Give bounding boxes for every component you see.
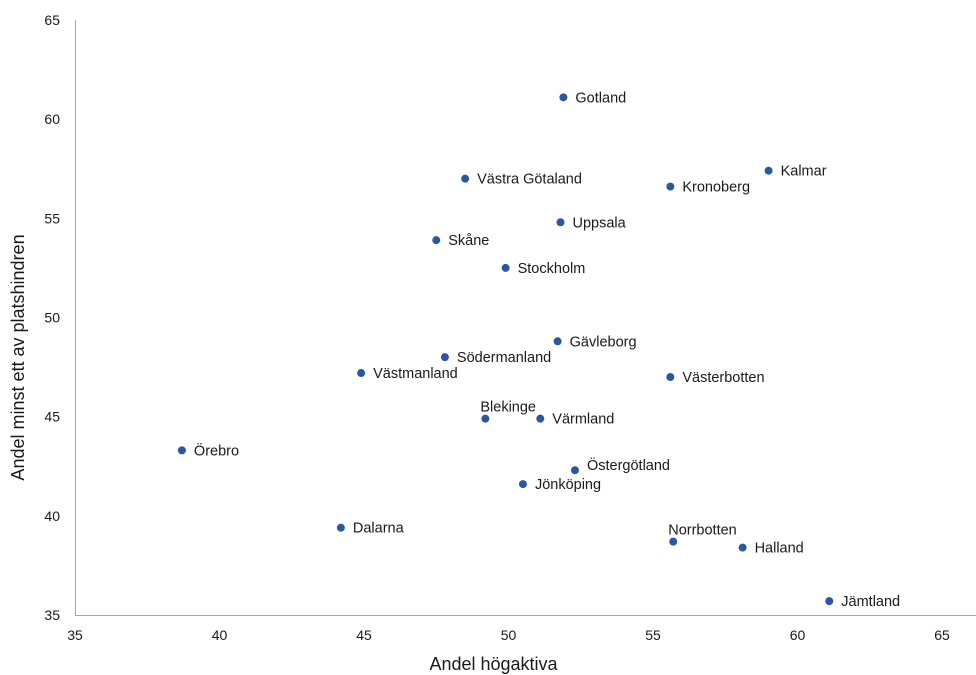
data-point-label: Västra Götaland [477, 172, 582, 188]
axes [75, 20, 976, 616]
data-point-label: Västerbotten [682, 370, 764, 386]
y-tick-label: 55 [44, 210, 60, 226]
data-point [481, 414, 490, 423]
data-point-label: Jämtland [841, 594, 900, 610]
data-point-label: Dalarna [353, 521, 405, 537]
data-point [559, 93, 568, 102]
data-point-label: Skåne [448, 233, 489, 249]
x-tick-label: 35 [67, 627, 83, 643]
x-tick-labels: 35 40 45 50 55 60 65 [67, 627, 950, 643]
data-point-label: Halland [755, 541, 804, 557]
y-tick-label: 65 [44, 12, 60, 28]
data-point [570, 466, 579, 475]
data-point-labels: Gotland Kalmar Västra Götaland Kronoberg Upp… [194, 90, 900, 610]
data-point [553, 337, 562, 346]
data-point-label: Uppsala [573, 215, 627, 231]
x-tick-label: 65 [934, 627, 950, 643]
data-point-label: Södermanland [457, 350, 551, 366]
data-point [357, 369, 366, 378]
data-point-label: Örebro [194, 441, 239, 459]
data-point [666, 373, 675, 381]
data-point-label: Gävleborg [570, 334, 637, 350]
data-point [518, 480, 527, 489]
y-axis-title: Andel minst ett av platshindren [8, 234, 28, 480]
data-point [666, 182, 675, 191]
data-point-label: Kronoberg [682, 180, 750, 196]
x-tick-label: 40 [212, 627, 228, 643]
x-tick-label: 45 [356, 627, 372, 643]
data-point [501, 263, 510, 272]
x-tick-label: 50 [501, 627, 517, 643]
data-point-label: Kalmar [781, 164, 827, 180]
y-tick-label: 40 [44, 508, 60, 524]
data-point [825, 597, 834, 606]
data-points [177, 93, 834, 606]
y-tick-label: 35 [44, 607, 60, 623]
data-point [669, 537, 678, 546]
data-point-label: Östergötland [587, 456, 670, 474]
y-tick-label: 50 [44, 310, 60, 326]
data-point-label: Jönköping [535, 477, 601, 493]
data-point [536, 414, 545, 423]
x-tick-label: 55 [645, 627, 661, 643]
data-point-label: Blekinge [480, 400, 536, 416]
x-tick-label: 60 [790, 627, 806, 643]
data-point [440, 353, 449, 362]
data-point [432, 236, 441, 245]
data-point-label: Stockholm [518, 261, 586, 277]
data-point [461, 174, 470, 183]
data-point-label: Gotland [575, 90, 626, 106]
data-point [336, 523, 345, 532]
data-point [738, 543, 747, 552]
data-point [764, 166, 773, 175]
y-tick-label: 45 [44, 409, 60, 425]
x-axis-title: Andel högaktiva [429, 654, 558, 674]
data-point-label: Värmland [552, 412, 614, 428]
data-point [177, 446, 186, 455]
data-point [556, 218, 565, 227]
y-tick-labels: 35 40 45 50 55 60 65 [44, 12, 60, 623]
data-point-label: Västmanland [373, 366, 458, 382]
data-point-label: Norrbotten [668, 523, 737, 539]
y-tick-label: 60 [44, 111, 60, 127]
